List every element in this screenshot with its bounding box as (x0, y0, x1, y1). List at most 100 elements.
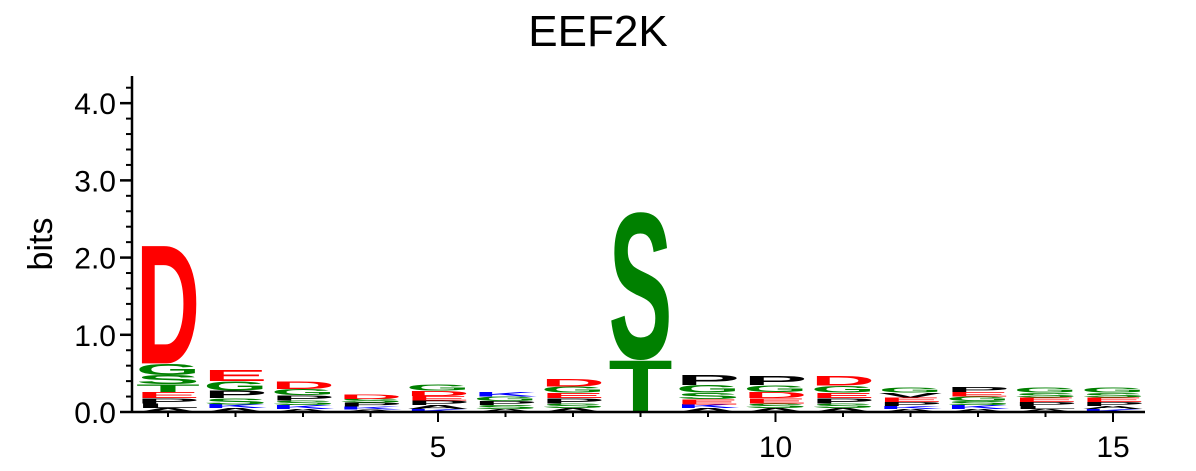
y-tick-label: 4.0 (74, 88, 116, 121)
logo-letter-s: S (811, 402, 875, 409)
axes: 0.0 1.0 2.0 3.0 4.0 5 10 15 (74, 76, 1145, 464)
logo-letter-e: E (744, 397, 808, 405)
logo-letter-k: K (946, 404, 1010, 410)
logo-letter-t: T (136, 382, 200, 394)
logo-letter-d: D (271, 379, 335, 391)
logo-letter-e: E (1014, 396, 1078, 403)
logo-letter-e: E (1081, 396, 1145, 403)
logo-letter-k: K (339, 406, 403, 411)
logo-letter-a: A (1014, 408, 1078, 413)
logo-letter-d: D (811, 374, 875, 389)
logo-letter-k: K (474, 391, 538, 398)
logo-letter-s: S (136, 373, 200, 387)
logo-letter-k: K (271, 404, 335, 410)
logo-letter-a: A (474, 408, 538, 413)
logo-letter-s: S (676, 391, 740, 401)
y-tick-label: 3.0 (74, 165, 116, 198)
logo-letter-a: A (204, 407, 268, 413)
logo-letter-g: G (811, 384, 875, 395)
logo-letter-p: P (1014, 401, 1078, 407)
logo-letter-a: A (879, 408, 943, 413)
y-tick-label: 0.0 (74, 397, 116, 430)
logo-letter-a: A (676, 407, 740, 413)
logo-letter-a: A (136, 407, 200, 413)
logo-letter-g: G (879, 386, 943, 394)
logo-letter-d: D (406, 389, 470, 397)
logo-letter-a: A (744, 407, 808, 413)
logo-letter-k: K (879, 405, 943, 410)
x-tick-label: 5 (430, 431, 447, 464)
logo-letter-g: G (1014, 386, 1078, 394)
logo-letter-g: G (406, 383, 470, 392)
logo-letter-p: P (879, 401, 943, 407)
logo-letter-p: P (676, 372, 740, 389)
logo-letter-l: L (1014, 405, 1078, 410)
logo-letter-a: A (406, 404, 470, 410)
logo-letter-g: G (1081, 386, 1145, 394)
logo-letter-g: G (744, 383, 808, 394)
logo-letter-s: S (541, 402, 605, 409)
logo-letter-d: D (541, 377, 605, 389)
logo-letter-p: P (204, 389, 268, 401)
logo-letter-a: A (541, 407, 605, 413)
y-axis-title: bits (22, 218, 60, 271)
y-tick-label: 1.0 (74, 320, 116, 353)
logo-letter-a: A (946, 408, 1010, 413)
logo-letter-p: P (136, 397, 200, 405)
logo-letter-p: P (541, 397, 605, 405)
logo-letter-e: E (204, 367, 268, 385)
logo-letter-k: K (1081, 408, 1145, 413)
logo-letter-p: P (811, 397, 875, 405)
logo-letter-p: P (474, 400, 538, 406)
logo-letter-p: P (339, 402, 403, 408)
logo-letter-p: P (271, 394, 335, 402)
y-tick-label: 2.0 (74, 243, 116, 276)
logo-letter-g: G (271, 387, 335, 396)
logo-letter-a: A (271, 408, 335, 413)
logo-letter-s: S (744, 402, 808, 409)
logo-letter-g: G (676, 383, 740, 395)
logo-letter-k: K (676, 403, 740, 409)
logo-letter-k: K (204, 403, 268, 409)
logo-letter-g: G (204, 379, 268, 393)
logo-letter-p: P (406, 399, 470, 406)
logo-letter-s: S (946, 400, 1010, 406)
logo-letter-s: S (1081, 392, 1145, 399)
logo-letter-g: G (474, 395, 538, 402)
logo-column-4: AKPSD (339, 393, 403, 413)
logo-letter-a: A (1081, 405, 1145, 410)
x-tick-label: 10 (759, 431, 792, 464)
logo-letter-p: P (744, 373, 808, 387)
x-tick-label: 15 (1096, 431, 1129, 464)
logo-letter-s: S (204, 397, 268, 407)
logo-letter-d: D (136, 209, 200, 400)
logo-letter-s: S (474, 404, 538, 410)
logo-letter-g: G (541, 385, 605, 394)
chart-title: EEF2K (528, 7, 667, 56)
logo-letter-s: S (1014, 392, 1078, 399)
logo-column-8: TS (609, 170, 673, 428)
logo-letter-a: A (811, 407, 875, 413)
logo-letter-e: E (946, 391, 1010, 398)
logo-letter-g: G (946, 395, 1010, 402)
logo-letter-l: L (136, 402, 200, 409)
logo-letter-d: D (339, 393, 403, 400)
logo-letter-s: S (609, 170, 673, 403)
logo-letter-s: S (271, 399, 335, 406)
logo-letter-e: E (879, 396, 943, 403)
logo-letter-e: E (406, 395, 470, 402)
